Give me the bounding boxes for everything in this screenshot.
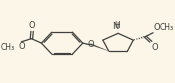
Text: O: O xyxy=(87,40,94,49)
Text: CH₃: CH₃ xyxy=(1,43,15,52)
Text: CH₃: CH₃ xyxy=(160,23,174,32)
Text: O: O xyxy=(151,43,158,52)
Polygon shape xyxy=(90,43,109,51)
Text: O: O xyxy=(153,23,160,32)
Text: O: O xyxy=(29,21,35,30)
Text: O: O xyxy=(19,42,25,51)
Text: H: H xyxy=(114,21,120,30)
Text: N: N xyxy=(113,22,119,31)
